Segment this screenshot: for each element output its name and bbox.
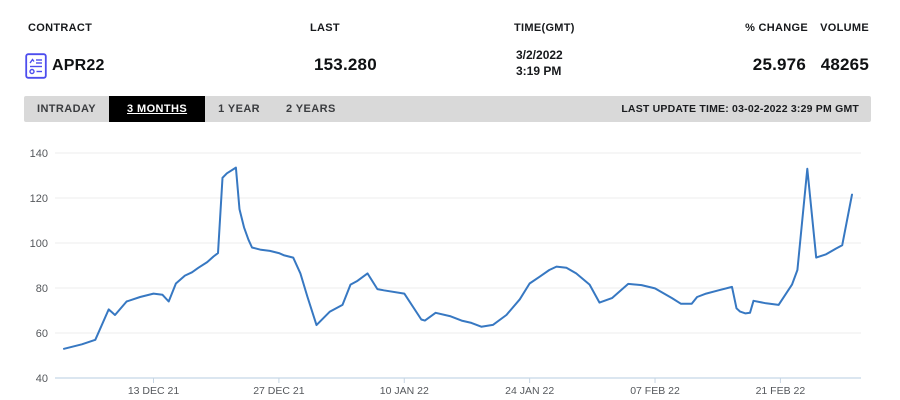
- svg-text:10 JAN 22: 10 JAN 22: [380, 385, 429, 397]
- change-column-label: % CHANGE: [745, 22, 808, 34]
- percent-change-value: 25.976: [752, 55, 806, 74]
- last-price-value: 153.280: [314, 55, 377, 74]
- quote-date: 3/2/2022: [516, 48, 563, 62]
- svg-text:07 FEB 22: 07 FEB 22: [630, 385, 680, 397]
- svg-text:60: 60: [36, 328, 48, 340]
- price-chart: 40 60 80 100 120 140 13 DEC 21 27 DEC 21 10 JAN …: [0, 140, 900, 400]
- volume-value: 48265: [820, 55, 869, 74]
- y-axis-labels: 40 60 80 100 120 140: [30, 148, 48, 385]
- contract-column-label: CONTRACT: [28, 22, 93, 34]
- tab-2-years[interactable]: 2 YEARS: [286, 103, 336, 115]
- quote-time: 3:19 PM: [516, 64, 562, 78]
- svg-text:120: 120: [30, 193, 48, 205]
- contract-cell: APR22: [25, 53, 105, 79]
- svg-text:27 DEC 21: 27 DEC 21: [253, 385, 305, 397]
- price-line-series: [63, 166, 853, 350]
- x-axis-ticks: [153, 378, 781, 383]
- tab-1-year[interactable]: 1 YEAR: [218, 103, 261, 115]
- svg-text:13 DEC 21: 13 DEC 21: [128, 385, 180, 397]
- svg-text:140: 140: [30, 148, 48, 160]
- tab-3-months[interactable]: 3 MONTHS: [109, 96, 206, 122]
- svg-text:80: 80: [36, 283, 48, 295]
- tabbar-spacer: [349, 96, 622, 122]
- contract-name: APR22: [52, 57, 105, 74]
- timeframe-tabbar: INTRADAY 3 MONTHS 1 YEAR 2 YEARS LAST UP…: [24, 96, 871, 122]
- contract-document-icon: [25, 53, 47, 79]
- price-chart-svg: 40 60 80 100 120 140 13 DEC 21 27 DEC 21 10 JAN …: [30, 148, 861, 397]
- time-column-label: TIME(GMT): [514, 22, 575, 34]
- x-axis-labels: 13 DEC 21 27 DEC 21 10 JAN 22 24 JAN 22 07 F…: [128, 385, 806, 397]
- svg-text:21 FEB 22: 21 FEB 22: [756, 385, 806, 397]
- svg-text:40: 40: [36, 373, 48, 385]
- tab-intraday[interactable]: INTRADAY: [37, 103, 97, 115]
- last-column-label: LAST: [310, 22, 340, 34]
- svg-text:100: 100: [30, 238, 48, 250]
- last-update-time: LAST UPDATE TIME: 03-02-2022 3:29 PM GMT: [621, 103, 859, 115]
- gridlines: [55, 152, 861, 334]
- volume-column-label: VOLUME: [820, 22, 869, 34]
- svg-text:24 JAN 22: 24 JAN 22: [505, 385, 554, 397]
